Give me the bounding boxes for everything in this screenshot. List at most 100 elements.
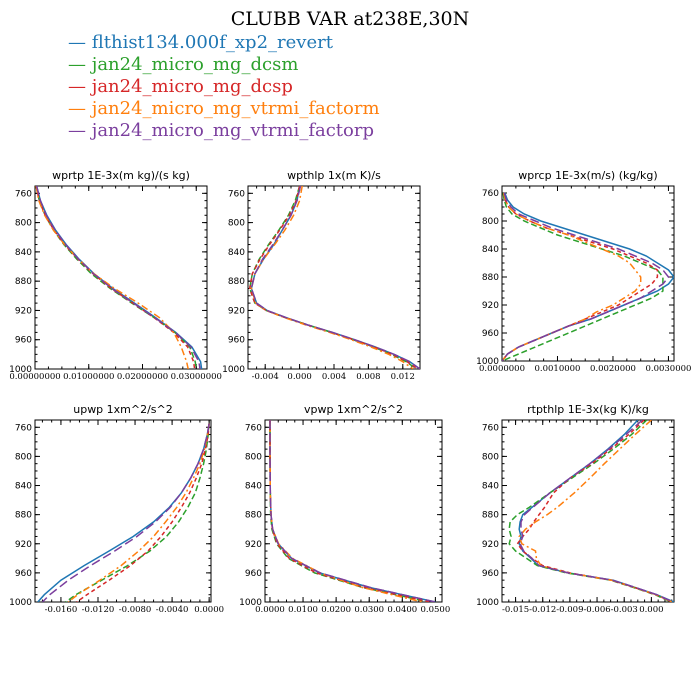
panel-title: wpthlp 1x(m K)/s xyxy=(287,169,381,182)
legend-label: jan24_micro_mg_dcsm xyxy=(91,54,299,75)
legend-item-vtrmi-factorp: — jan24_micro_mg_vtrmi_factorp xyxy=(68,120,380,142)
y-tick-label: 840 xyxy=(228,248,245,258)
legend-label: jan24_micro_mg_dcsp xyxy=(91,76,293,97)
x-tick-label: 0.008 xyxy=(356,372,380,382)
series-line-3 xyxy=(502,192,659,361)
legend-item-flthist-xp2-revert: — flthist134.000f_xp2_revert xyxy=(68,32,380,54)
series-line-2 xyxy=(502,192,664,361)
series-line-4 xyxy=(502,192,642,361)
y-tick-label: 760 xyxy=(482,189,499,199)
y-tick-label: 760 xyxy=(228,189,245,199)
panel-rtpthlp: rtpthlp 1E-3x(kg K)/kg 760 800 840 880 920 960… xyxy=(476,403,675,615)
x-tick-label: 0.0300 xyxy=(354,605,384,615)
series-line-2 xyxy=(35,186,198,369)
series-line-3 xyxy=(248,186,418,369)
series-line-2 xyxy=(65,423,210,602)
y-tick-label: 760 xyxy=(15,189,32,199)
series-line-4 xyxy=(67,423,210,602)
legend-label: flthist134.000f_xp2_revert xyxy=(91,32,333,53)
series-line-1 xyxy=(35,186,203,369)
y-tick-label: 840 xyxy=(245,482,262,492)
legend: — flthist134.000f_xp2_revert — jan24_mic… xyxy=(68,32,380,142)
x-tick-label: 0.00000000 xyxy=(9,372,60,382)
legend-label: jan24_micro_mg_vtrmi_factorm xyxy=(91,98,380,119)
legend-item-dcsm: — jan24_micro_mg_dcsm xyxy=(68,54,380,76)
x-tick-label: 0.000 xyxy=(287,372,311,382)
y-tick-label: 1000 xyxy=(9,598,32,608)
plot-frame xyxy=(34,419,212,603)
x-tick-label: 0.0100 xyxy=(288,605,318,615)
y-tick-label: 840 xyxy=(482,245,499,255)
y-tick-label: 1000 xyxy=(476,357,499,367)
y-tick-label: 840 xyxy=(15,482,32,492)
y-tick-label: 960 xyxy=(228,336,245,346)
x-tick-label: -0.004 xyxy=(252,372,279,382)
x-tick-label: -0.0080 xyxy=(119,605,152,615)
x-tick-label: 0.0000 xyxy=(194,605,224,615)
y-tick-label: 880 xyxy=(15,277,32,287)
y-tick-label: 1000 xyxy=(222,365,245,375)
series-line-4 xyxy=(35,186,189,369)
x-tick-label: 0.03000000 xyxy=(171,372,222,382)
y-tick-label: 880 xyxy=(15,511,32,521)
x-tick-label: -0.003 xyxy=(611,605,638,615)
panel-wpthlp: wpthlp 1x(m K)/s 760 800 840 880 920 960 1000 -0… xyxy=(222,169,421,382)
y-tick-label: 760 xyxy=(245,423,262,433)
series-line-2 xyxy=(269,420,429,602)
panel-title: upwp 1xm^2/s^2 xyxy=(73,403,173,416)
x-tick-label: -0.0120 xyxy=(82,605,115,615)
y-tick-label: 800 xyxy=(245,452,262,462)
x-tick-label: 0.01000000 xyxy=(63,372,114,382)
series-line-5 xyxy=(41,423,210,602)
series-line-1 xyxy=(37,423,210,602)
plot-frame xyxy=(501,185,675,362)
x-tick-label: 0.0200 xyxy=(321,605,351,615)
y-tick-label: 920 xyxy=(15,306,32,316)
page-title: CLUBB VAR at238E,30N xyxy=(230,8,470,30)
panel-wprtp: wprtp 1E-3x(m kg)/(s kg) 760 800 840 880 920 9… xyxy=(9,169,222,382)
panel-upwp: upwp 1xm^2/s^2 760 800 840 880 920 960 1000 -0.0… xyxy=(9,403,224,615)
x-tick-label: 0.0020000 xyxy=(590,364,636,374)
x-tick-label: 0.004 xyxy=(322,372,346,382)
panel-vpwp: vpwp 1xm^2/s^2 760 800 840 880 920 960 10000.00… xyxy=(239,403,450,615)
plot-frame xyxy=(501,419,675,603)
y-tick-label: 800 xyxy=(482,217,499,227)
plot-frame xyxy=(247,185,421,370)
x-tick-label: -0.015 xyxy=(502,605,529,615)
y-tick-label: 840 xyxy=(482,482,499,492)
x-tick-label: -0.006 xyxy=(583,605,610,615)
y-tick-label: 960 xyxy=(15,569,32,579)
x-tick-label: 0.000 xyxy=(639,605,663,615)
y-tick-label: 1000 xyxy=(476,598,499,608)
y-tick-label: 800 xyxy=(482,452,499,462)
series-line-1 xyxy=(518,420,674,602)
y-tick-label: 880 xyxy=(228,277,245,287)
series-line-5 xyxy=(502,192,670,361)
y-tick-label: 1000 xyxy=(9,365,32,375)
y-tick-label: 800 xyxy=(228,219,245,229)
series-line-1 xyxy=(502,192,674,361)
x-tick-label: 0.0010000 xyxy=(534,364,580,374)
y-tick-label: 920 xyxy=(15,540,32,550)
legend-label: jan24_micro_mg_vtrmi_factorp xyxy=(91,120,374,141)
y-tick-label: 800 xyxy=(15,219,32,229)
y-tick-label: 960 xyxy=(15,336,32,346)
y-tick-label: 880 xyxy=(245,511,262,521)
panel-title: vpwp 1xm^2/s^2 xyxy=(304,403,403,416)
y-tick-label: 760 xyxy=(15,423,32,433)
series-line-3 xyxy=(269,420,431,602)
y-tick-label: 920 xyxy=(228,306,245,316)
series-line-2 xyxy=(508,420,672,602)
series-line-4 xyxy=(269,420,423,602)
y-tick-label: 880 xyxy=(482,511,499,521)
legend-dash: — xyxy=(68,120,92,141)
legend-dash: — xyxy=(68,76,92,97)
series-line-5 xyxy=(269,420,436,602)
y-tick-label: 1000 xyxy=(239,598,262,608)
series-line-2 xyxy=(248,186,418,369)
y-tick-label: 960 xyxy=(482,569,499,579)
y-tick-label: 800 xyxy=(15,452,32,462)
y-tick-label: 760 xyxy=(482,423,499,433)
y-tick-label: 880 xyxy=(482,273,499,283)
x-tick-label: -0.009 xyxy=(556,605,583,615)
